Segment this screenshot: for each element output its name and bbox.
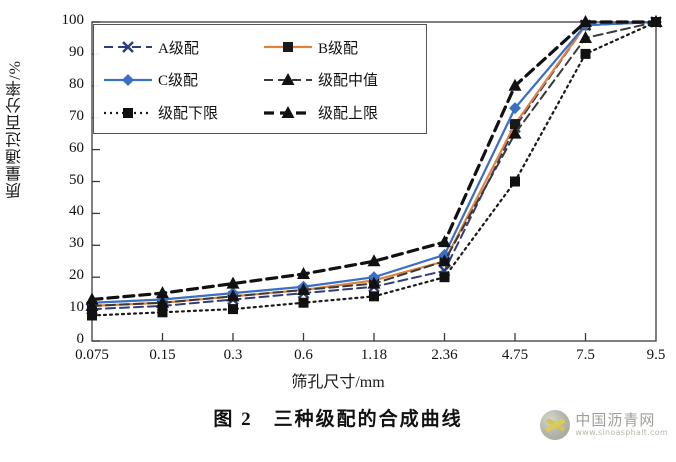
data-point-marker: [508, 78, 522, 91]
y-tick-label: 100: [61, 12, 85, 28]
x-tick-label: 0.075: [75, 347, 109, 363]
legend-label: A级配: [158, 40, 199, 57]
data-point-marker: [226, 276, 240, 289]
legend-swatch: [264, 72, 312, 85]
legend-item-级配上限[interactable]: 级配上限: [262, 102, 422, 123]
y-tick-label: 60: [69, 139, 84, 156]
data-point-marker: [281, 105, 295, 118]
x-tick-label: 4.75: [501, 347, 529, 363]
data-point-marker: [122, 41, 134, 54]
y-tick-label: 30: [69, 235, 84, 252]
watermark-url: www.sinoasphalt.com: [575, 427, 668, 437]
legend-label: C级配: [158, 73, 199, 90]
data-point-marker: [369, 291, 379, 302]
x-tick-label: 0.15: [149, 347, 176, 363]
legend-label: 级配下限: [158, 106, 219, 123]
legend-item-C级配[interactable]: C级配: [102, 69, 262, 90]
data-point-marker: [508, 126, 522, 139]
y-tick-label: 0: [76, 331, 85, 347]
chart-legend: A级配 B级配 C级配 级配中值级配下限 级配上限: [93, 24, 427, 134]
y-tick-label: 10: [69, 299, 84, 316]
data-point-marker: [438, 254, 451, 267]
legend-swatch: [264, 42, 312, 53]
data-point-marker: [297, 267, 310, 280]
legend-swatch: [104, 107, 152, 118]
data-point-marker: [297, 282, 310, 295]
x-tick-label: 1.18: [360, 347, 388, 363]
legend-label: 级配中值: [318, 73, 379, 90]
data-point-marker: [283, 42, 293, 53]
x-tick-label: 9.5: [646, 347, 666, 363]
data-point-marker: [156, 295, 169, 308]
data-point-marker: [85, 292, 99, 305]
data-point-marker: [281, 72, 295, 85]
globe-icon: [540, 410, 571, 440]
x-tick-label: 0.3: [223, 347, 243, 363]
x-axis-label: 筛孔尺寸/mm: [291, 374, 385, 391]
data-point-marker: [123, 107, 133, 118]
data-point-marker: [87, 310, 97, 321]
plot-svg: [85, 15, 663, 342]
series-级配上限: [85, 15, 663, 305]
data-point-marker: [226, 289, 240, 302]
legend-swatch: [104, 73, 152, 86]
x-tick-label: 2.36: [431, 347, 458, 363]
data-point-marker: [157, 307, 168, 318]
x-tick-label: 0.6: [294, 347, 313, 363]
legend-item-级配中值[interactable]: 级配中值: [262, 69, 422, 90]
data-point-marker: [85, 298, 99, 311]
data-point-marker: [579, 15, 592, 27]
watermark-text: 中国沥青网 www.sinoasphalt.com: [575, 410, 668, 437]
watermark-brand: 中国沥青网: [575, 410, 656, 429]
legend-item-A级配[interactable]: A级配: [102, 37, 262, 58]
y-tick-label: 70: [69, 107, 84, 124]
series-级配中值: [85, 15, 663, 311]
data-point-marker: [438, 235, 451, 248]
figure-caption: 图 2 三种级配的合成曲线: [213, 409, 463, 430]
data-point-marker: [580, 48, 591, 59]
data-point-marker: [298, 297, 309, 308]
y-tick-label: 50: [69, 171, 84, 188]
y-tick-label: 40: [69, 203, 84, 220]
data-point-marker: [509, 102, 521, 115]
legend-label: 级配上限: [318, 106, 379, 123]
site-watermark: 中国沥青网 www.sinoasphalt.com: [540, 410, 668, 440]
chart-area: 质量通过百分率/% 筛孔尺寸/mm 0 10 20 30 40 50 60 70 80 90 100…: [7, 12, 666, 391]
data-point-marker: [367, 254, 381, 267]
data-point-marker: [510, 119, 520, 130]
y-tick-label: 90: [69, 43, 84, 60]
legend-swatch: [264, 105, 312, 118]
y-tick-label: 20: [69, 267, 84, 284]
series-line: [90, 20, 658, 302]
legend-item-B级配[interactable]: B级配: [262, 37, 422, 58]
y-tick-label: 80: [69, 75, 84, 92]
series-layer: [85, 15, 663, 321]
legend-item-级配下限[interactable]: 级配下限: [102, 102, 262, 123]
data-point-marker: [122, 73, 134, 86]
x-tick-label: 7.5: [576, 347, 595, 363]
data-point-marker: [510, 176, 520, 187]
legend-label: B级配: [318, 40, 359, 57]
data-point-marker: [156, 286, 169, 299]
data-point-marker: [228, 304, 238, 315]
data-point-marker: [579, 30, 592, 43]
data-point-marker: [367, 276, 381, 289]
data-point-marker: [649, 15, 663, 27]
legend-swatch: [104, 41, 152, 54]
data-point-marker: [439, 272, 450, 283]
